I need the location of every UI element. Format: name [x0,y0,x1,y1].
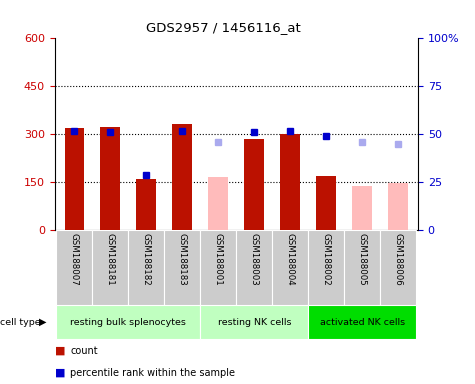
Text: GSM188007: GSM188007 [70,233,79,285]
Bar [389,183,408,230]
Text: GSM188006: GSM188006 [394,233,403,285]
Bar [172,124,192,230]
Text: GSM188183: GSM188183 [178,233,187,285]
Bar [128,230,164,305]
Bar [308,230,344,305]
Text: percentile rank within the sample: percentile rank within the sample [70,368,235,378]
Text: ■: ■ [55,346,65,356]
Text: count: count [70,346,98,356]
Text: GDS2957 / 1456116_at: GDS2957 / 1456116_at [146,21,301,34]
Bar [164,230,200,305]
Bar [280,134,300,230]
Text: activated NK cells: activated NK cells [320,318,405,327]
Bar [237,230,272,305]
Text: resting bulk splenocytes: resting bulk splenocytes [70,318,186,327]
Bar [200,305,308,339]
Bar [57,305,200,339]
Bar [272,230,308,305]
Bar [245,139,264,230]
Text: GSM188001: GSM188001 [214,233,223,285]
Bar [136,179,156,230]
Bar [209,177,228,230]
Bar [65,128,84,230]
Bar [308,305,416,339]
Text: GSM188182: GSM188182 [142,233,151,285]
Text: ■: ■ [55,368,65,378]
Text: GSM188003: GSM188003 [250,233,259,285]
Text: ▶: ▶ [39,317,47,327]
Bar [57,230,93,305]
Bar [200,230,237,305]
Text: resting NK cells: resting NK cells [218,318,291,327]
Bar [352,186,372,230]
Bar [101,127,120,230]
Text: cell type: cell type [0,318,41,327]
Bar [380,230,416,305]
Bar [316,176,336,230]
Bar [93,230,128,305]
Text: GSM188002: GSM188002 [322,233,331,285]
Bar [344,230,380,305]
Text: GSM188181: GSM188181 [106,233,115,285]
Text: GSM188004: GSM188004 [286,233,295,285]
Text: GSM188005: GSM188005 [358,233,367,285]
